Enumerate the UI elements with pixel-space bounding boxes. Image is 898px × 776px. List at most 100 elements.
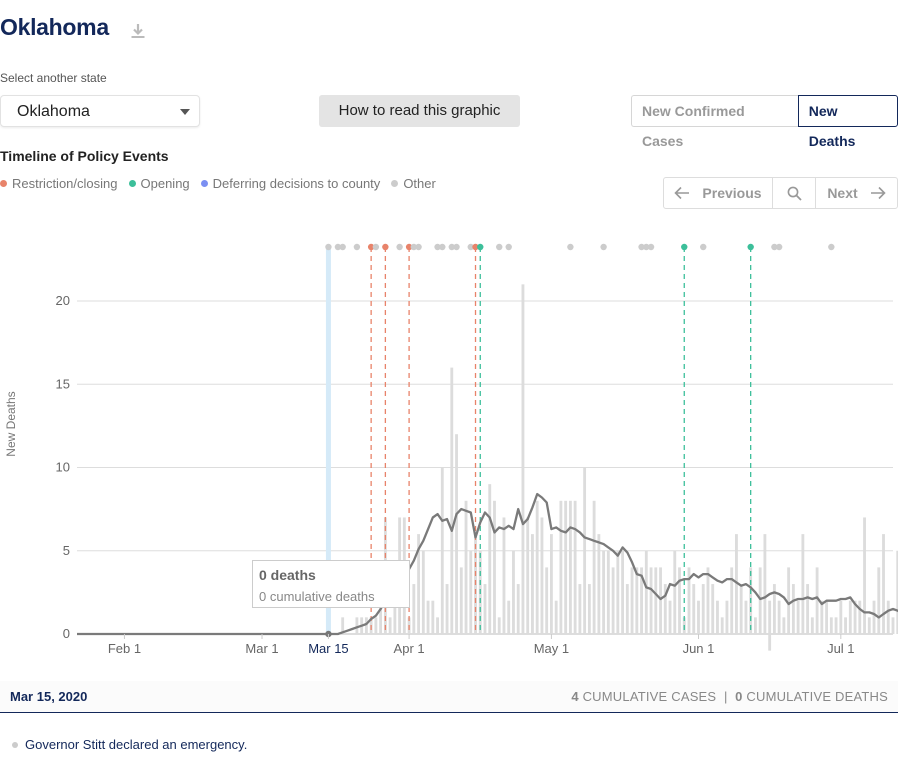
- death-bar: [787, 567, 791, 634]
- death-bar: [649, 567, 653, 634]
- death-bar: [545, 567, 549, 634]
- death-bar: [863, 517, 866, 634]
- death-bar: [768, 600, 772, 634]
- death-bar: [839, 600, 843, 634]
- x-tick-label: Mar 1: [245, 641, 278, 656]
- highlight-band: [325, 246, 331, 634]
- event-dot: [775, 243, 783, 251]
- previous-label: Previous: [702, 185, 762, 201]
- death-bar: [644, 550, 648, 634]
- death-bar: [549, 534, 553, 634]
- average-line-path: [77, 492, 898, 636]
- event-dot: [372, 243, 380, 251]
- death-bar: [412, 584, 416, 634]
- new-confirmed-cases-toggle[interactable]: New Confirmed Cases: [631, 95, 798, 149]
- legend-label: Opening: [140, 176, 190, 191]
- negative-bar: [768, 634, 772, 651]
- policy-event-lines: [325, 243, 835, 634]
- next-label: Next: [827, 185, 858, 201]
- event-dot: [828, 243, 835, 251]
- legend-opening: Opening: [128, 176, 190, 191]
- death-bar: [891, 617, 895, 634]
- previous-button[interactable]: Previous: [664, 178, 773, 208]
- death-bar: [512, 550, 515, 634]
- event-dot: [353, 243, 361, 251]
- death-bar: [886, 600, 890, 634]
- cumulative-cases-count: 4: [571, 689, 579, 704]
- event-dot: [477, 243, 484, 251]
- death-bar: [568, 500, 572, 634]
- event-dot: [467, 243, 474, 251]
- separator: |: [723, 689, 728, 704]
- y-tick-label: 20: [56, 293, 70, 308]
- event-dot: [339, 243, 346, 251]
- death-bar: [697, 600, 700, 634]
- how-to-read-button[interactable]: How to read this graphic: [319, 95, 520, 127]
- event-dot: [647, 243, 655, 251]
- death-bar: [488, 484, 492, 634]
- deaths-chart[interactable]: 0 5 10 15 20 Feb 1 Mar 1 Mar 15 Apr 1 May 1 Jun 1…: [0, 210, 898, 666]
- death-bar: [459, 567, 463, 634]
- death-bar: [445, 584, 449, 634]
- chart-tooltip: 0 deaths 0 cumulative deaths: [252, 560, 410, 608]
- new-deaths-toggle[interactable]: New Deaths: [797, 95, 898, 149]
- death-bar: [801, 534, 805, 634]
- death-bar: [668, 600, 672, 634]
- death-bar: [502, 517, 506, 634]
- x-tick-label: Jun 1: [683, 641, 715, 656]
- death-bar: [554, 600, 558, 634]
- selected-point: [325, 630, 332, 638]
- death-bar: [573, 500, 577, 634]
- download-icon[interactable]: [130, 22, 146, 40]
- legend-label: Restriction/closing: [12, 176, 118, 191]
- y-tick-label: 15: [56, 376, 70, 391]
- state-select[interactable]: Oklahoma: [0, 95, 200, 127]
- death-bar: [564, 500, 568, 634]
- death-bar: [535, 500, 539, 634]
- event-dot: [505, 243, 512, 251]
- death-bar: [758, 567, 762, 634]
- death-bar: [602, 550, 606, 634]
- death-bar: [825, 600, 829, 634]
- x-tick-label: Feb 1: [108, 641, 141, 656]
- event-dot: [448, 243, 455, 251]
- death-bar: [640, 567, 643, 634]
- death-bar: [483, 584, 487, 634]
- death-bar: [834, 617, 838, 634]
- y-axis-ticks: 0 5 10 15 20: [56, 293, 70, 641]
- death-bar: [526, 517, 530, 634]
- event-dot: [325, 243, 332, 251]
- event-text: Governor Stitt declared an emergency.: [25, 737, 248, 752]
- state-select-value: Oklahoma: [17, 103, 90, 120]
- death-bar: [625, 584, 629, 634]
- death-bar: [739, 584, 743, 634]
- death-bar: [516, 584, 520, 634]
- event-dot: [439, 243, 446, 251]
- death-bar: [355, 617, 359, 634]
- event-dot: [681, 243, 688, 251]
- y-tick-label: 0: [63, 626, 70, 641]
- death-bar: [796, 600, 800, 634]
- death-bar: [673, 550, 677, 634]
- cumulative-deaths-label: CUMULATIVE DEATHS: [746, 689, 888, 704]
- death-bar: [364, 617, 368, 634]
- x-tick-label: Jul 1: [827, 641, 854, 656]
- event-dot: [453, 243, 460, 251]
- event-dot: [334, 243, 342, 251]
- legend-label: Deferring decisions to county: [212, 176, 381, 191]
- legend-label: Other: [403, 176, 436, 191]
- tooltip-cumulative-deaths: 0 cumulative deaths: [259, 589, 375, 604]
- next-button[interactable]: Next: [816, 178, 897, 208]
- death-bar: [692, 584, 696, 634]
- death-bar: [374, 617, 378, 634]
- event-dot: [771, 243, 778, 251]
- death-bar: [701, 584, 705, 634]
- search-button[interactable]: [773, 178, 816, 208]
- death-bar: [421, 550, 425, 634]
- death-bar: [388, 617, 392, 634]
- event-dot: [638, 243, 645, 251]
- x-axis-ticks: Feb 1 Mar 1 Mar 15 Apr 1 May 1 Jun 1 Jul 1: [108, 634, 855, 656]
- death-bar: [848, 600, 852, 634]
- legend-restriction: Restriction/closing: [0, 176, 118, 191]
- deferring-dot-icon: [200, 180, 208, 187]
